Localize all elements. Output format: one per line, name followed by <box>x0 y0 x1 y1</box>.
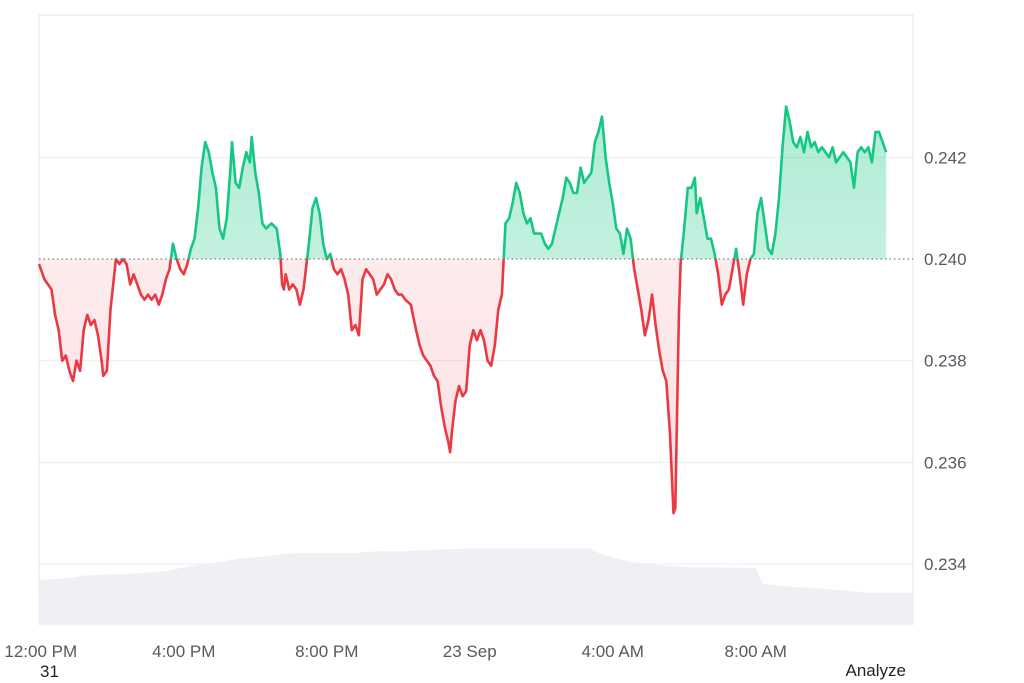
plot-frame <box>38 14 914 625</box>
footer-left-text: 31 <box>40 662 59 681</box>
x-axis-ticks: 12:00 PM 4:00 PM 8:00 PM 23 Sep 4:00 AM 8:00 … <box>4 642 786 661</box>
x-tick-label: 23 Sep <box>443 642 497 661</box>
volume-area <box>39 548 913 625</box>
area-above-baseline <box>39 106 887 259</box>
x-tick-label: 12:00 PM <box>4 642 77 661</box>
y-axis-ticks: 0.234 0.236 0.238 0.240 0.242 <box>924 148 967 574</box>
y-tick-label: 0.242 <box>924 148 967 167</box>
analyze-link[interactable]: Analyze <box>845 661 906 680</box>
volume-shape <box>39 548 913 625</box>
price-area-fill <box>39 106 887 514</box>
x-tick-label: 4:00 PM <box>152 642 215 661</box>
price-line-below <box>37 259 752 515</box>
x-tick-label: 8:00 PM <box>295 642 358 661</box>
y-tick-label: 0.238 <box>924 352 967 371</box>
x-tick-label: 4:00 AM <box>582 642 644 661</box>
area-below-baseline <box>39 259 887 514</box>
y-tick-label: 0.240 <box>924 250 967 269</box>
price-line <box>37 105 888 515</box>
y-tick-label: 0.236 <box>924 453 967 472</box>
x-tick-label: 8:00 AM <box>725 642 787 661</box>
y-tick-label: 0.234 <box>924 555 967 574</box>
